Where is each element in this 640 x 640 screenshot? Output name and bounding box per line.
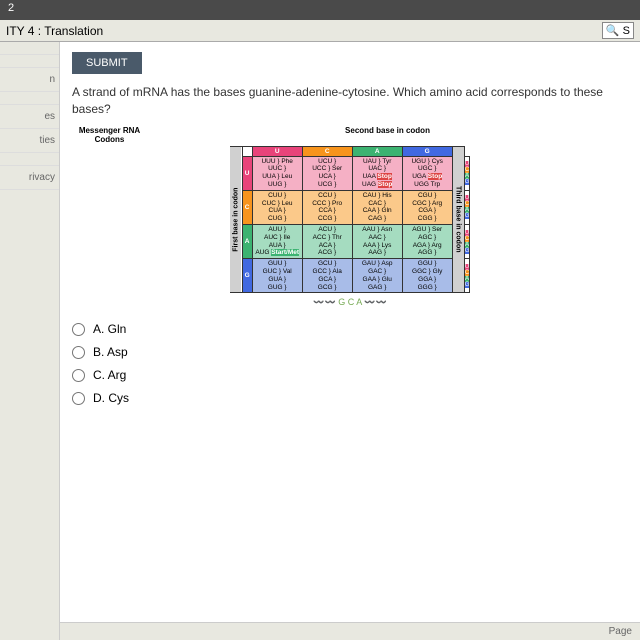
option-D[interactable]: D. Cys <box>72 391 628 405</box>
option-radio[interactable] <box>72 346 85 359</box>
footer-bar: Page <box>60 622 640 640</box>
codon-cell: AGU } SerAGC }AGA } ArgAGG } <box>402 224 452 258</box>
codon-cell: CAU } HisCAC }CAA } GlnCAG } <box>352 190 402 224</box>
option-label: D. Cys <box>93 391 129 405</box>
header-U: U <box>252 146 302 156</box>
option-radio[interactable] <box>72 323 85 336</box>
codon-table-wrap: Messenger RNA Codons Second base in codo… <box>72 126 628 309</box>
option-A[interactable]: A. Gln <box>72 322 628 336</box>
sidebar-item[interactable] <box>0 42 59 55</box>
content-area: SUBMIT A strand of mRNA has the bases gu… <box>60 42 640 640</box>
header-A: A <box>352 146 402 156</box>
title-bar: ITY 4 : Translation 🔍 S <box>0 20 640 42</box>
sidebar-item[interactable] <box>0 153 59 166</box>
third-col: UCAG <box>464 224 470 258</box>
footer-page[interactable]: Page <box>609 626 632 637</box>
sidebar-item[interactable] <box>0 92 59 105</box>
sidebar: n esties rivacy <box>0 42 60 640</box>
codon-cell: AUU }AUC } IleAUA }AUG Start/Met <box>252 224 302 258</box>
codon-cell: GGU }GGC } GlyGGA }GGG } <box>402 259 452 293</box>
codon-cell: GCU }GCC } AlaGCA }GCG } <box>302 259 352 293</box>
codon-cell: GAU } AspGAC }GAA } GluGAG } <box>352 259 402 293</box>
submit-button[interactable]: SUBMIT <box>72 52 142 74</box>
answer-options: A. Gln B. Asp C. Arg D. Cys <box>72 322 628 405</box>
option-radio[interactable] <box>72 392 85 405</box>
codon-cell: AAU } AsnAAC }AAA } LysAAG } <box>352 224 402 258</box>
codon-cell: CGU }CGC } ArgCGA }CGG } <box>402 190 452 224</box>
third-col: UCAG <box>464 190 470 224</box>
option-B[interactable]: B. Asp <box>72 345 628 359</box>
codon-cell: UGU } CysUGC }UGA StopUGG Trp <box>402 156 452 190</box>
option-radio[interactable] <box>72 369 85 382</box>
sidebar-item[interactable]: rivacy <box>0 166 59 190</box>
header-C: C <box>302 146 352 156</box>
row-header-G: G <box>242 259 252 293</box>
codon-cell: CCU }CCC } ProCCA }CCG } <box>302 190 352 224</box>
dna-helix-label: 〰️〰️ G C A 〰️〰️ <box>72 297 628 308</box>
option-label: B. Asp <box>93 345 128 359</box>
codon-cell: UUU } PheUUC }UUA } LeuUUG } <box>252 156 302 190</box>
sidebar-item[interactable]: es <box>0 105 59 129</box>
third-col: UCAG <box>464 259 470 293</box>
option-C[interactable]: C. Arg <box>72 368 628 382</box>
first-base-label: First base in codon <box>230 146 242 293</box>
top-bar: 2 <box>0 0 640 20</box>
question-text: A strand of mRNA has the bases guanine-a… <box>72 84 628 118</box>
codon-cell: UCU }UCC } SerUCA }UCG } <box>302 156 352 190</box>
codon-cell: UAU } TyrUAC }UAA StopUAG Stop <box>352 156 402 190</box>
sidebar-item[interactable]: n <box>0 68 59 92</box>
table-left-title: Messenger RNA Codons <box>72 126 147 144</box>
option-label: A. Gln <box>93 322 126 336</box>
codon-cell: ACU }ACC } ThrACA }ACG } <box>302 224 352 258</box>
third-col: UCAG <box>464 156 470 190</box>
row-header-A: A <box>242 224 252 258</box>
third-base-label: Third base in codon <box>452 146 464 293</box>
search-icon[interactable]: 🔍 S <box>602 22 634 39</box>
row-header-C: C <box>242 190 252 224</box>
row-header-U: U <box>242 156 252 190</box>
activity-title: ITY 4 : Translation <box>6 24 103 38</box>
table-top-title: Second base in codon <box>147 126 628 144</box>
codon-table: First base in codonUCAGThird base in cod… <box>230 146 471 294</box>
sidebar-item[interactable] <box>0 55 59 68</box>
codon-cell: CUU }CUC } LeuCUA }CUG } <box>252 190 302 224</box>
option-label: C. Arg <box>93 368 126 382</box>
header-G: G <box>402 146 452 156</box>
sidebar-item[interactable]: ties <box>0 129 59 153</box>
codon-cell: GUU }GUC } ValGUA }GUG } <box>252 259 302 293</box>
